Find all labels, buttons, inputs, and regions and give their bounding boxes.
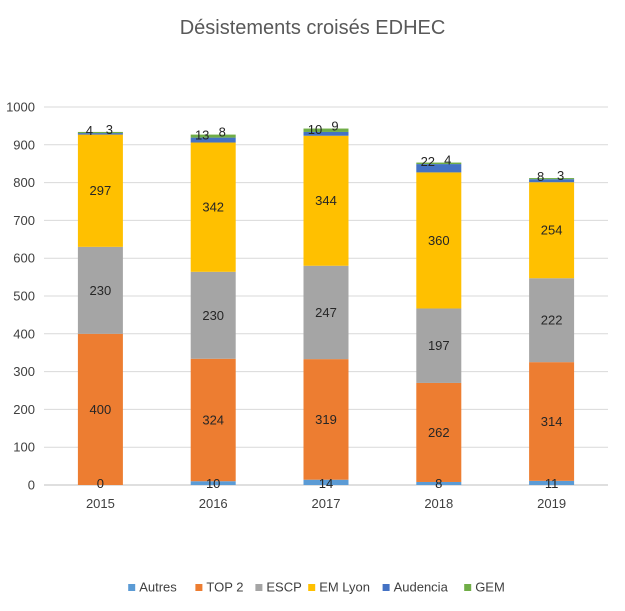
bar-segment bbox=[529, 480, 575, 485]
data-label: 222 bbox=[541, 313, 563, 328]
legend: Autres TOP 2 ESCP EM Lyon Audencia GEM bbox=[128, 580, 505, 595]
y-tick-label: 500 bbox=[13, 289, 35, 304]
bar-segment bbox=[529, 178, 575, 180]
data-label: 10 bbox=[206, 476, 220, 491]
bar-segment bbox=[416, 162, 462, 165]
y-tick-label: 1000 bbox=[6, 100, 35, 115]
bar-segment bbox=[416, 382, 462, 482]
legend-entry: GEM bbox=[475, 580, 505, 595]
legend-swatch bbox=[128, 584, 136, 591]
data-label: 8 bbox=[435, 476, 442, 491]
y-tick-label: 600 bbox=[13, 251, 35, 266]
data-label: 14 bbox=[319, 476, 333, 491]
data-label: 13 bbox=[195, 128, 209, 143]
x-tick-label: 2018 bbox=[424, 496, 453, 511]
legend-entry: Audencia bbox=[394, 580, 449, 595]
bar-segment bbox=[416, 164, 462, 173]
legend-swatch bbox=[255, 584, 263, 591]
data-label: 314 bbox=[541, 414, 563, 429]
x-tick-label: 2015 bbox=[86, 496, 115, 511]
y-tick-label: 400 bbox=[13, 326, 35, 341]
bar-segment bbox=[303, 479, 349, 485]
data-label: 324 bbox=[202, 412, 224, 427]
bar-segment bbox=[77, 246, 123, 334]
bar-segment bbox=[77, 333, 123, 485]
data-label: 3 bbox=[106, 122, 113, 137]
bar-segment bbox=[529, 278, 575, 363]
bar-segment bbox=[190, 134, 236, 138]
data-label: 4 bbox=[444, 153, 451, 168]
legend-swatch bbox=[382, 584, 390, 591]
bar-segment bbox=[303, 131, 349, 136]
x-tick-label: 2017 bbox=[312, 496, 341, 511]
data-label: 11 bbox=[545, 476, 559, 491]
legend-entry: EM Lyon bbox=[319, 580, 370, 595]
data-label: 9 bbox=[331, 119, 338, 134]
legend-entry: Autres bbox=[139, 580, 177, 595]
bar-segment bbox=[190, 481, 236, 485]
x-tick-label: 2016 bbox=[199, 496, 228, 511]
data-label: 400 bbox=[90, 402, 112, 417]
data-label: 3 bbox=[557, 168, 564, 183]
data-label: 8 bbox=[219, 125, 226, 140]
bar-segment bbox=[529, 182, 575, 279]
bar-segment bbox=[190, 137, 236, 143]
bar-segment bbox=[303, 359, 349, 480]
bar-segment bbox=[529, 362, 575, 481]
bar-segment bbox=[77, 133, 123, 135]
y-tick-label: 900 bbox=[13, 137, 35, 152]
data-label: 10 bbox=[308, 122, 322, 137]
legend-entry: ESCP bbox=[266, 580, 301, 595]
y-tick-label: 100 bbox=[13, 440, 35, 455]
data-label: 230 bbox=[202, 308, 224, 323]
y-tick-label: 700 bbox=[13, 213, 35, 228]
data-label: 22 bbox=[421, 154, 435, 169]
bar-segment bbox=[190, 142, 236, 272]
bar-segment bbox=[303, 128, 349, 132]
bar-segment bbox=[190, 271, 236, 359]
bar-segment bbox=[77, 131, 123, 134]
bars bbox=[77, 128, 575, 485]
bar-segment bbox=[416, 308, 462, 383]
x-axis: 2015 2016 2017 2018 2019 bbox=[86, 496, 566, 511]
data-label: 344 bbox=[315, 193, 337, 208]
data-label: 297 bbox=[90, 183, 112, 198]
data-label: 319 bbox=[315, 412, 337, 427]
chart-title: Désistements croisés EDHEC bbox=[180, 17, 446, 39]
bar-segment bbox=[303, 135, 349, 266]
data-label: 197 bbox=[428, 338, 450, 353]
data-label: 262 bbox=[428, 425, 450, 440]
y-tick-label: 800 bbox=[13, 175, 35, 190]
y-tick-label: 0 bbox=[28, 478, 35, 493]
y-tick-label: 200 bbox=[13, 402, 35, 417]
data-label: 4 bbox=[86, 123, 93, 138]
bar-segment bbox=[190, 358, 236, 482]
data-label: 0 bbox=[97, 476, 104, 491]
bar-segment bbox=[416, 481, 462, 485]
bar-segment bbox=[303, 265, 349, 360]
data-label: 8 bbox=[537, 169, 544, 184]
legend-swatch bbox=[308, 584, 316, 591]
bar-segment bbox=[529, 179, 575, 183]
legend-swatch bbox=[464, 584, 472, 591]
bar-segment bbox=[416, 172, 462, 309]
x-tick-label: 2019 bbox=[537, 496, 566, 511]
y-axis: 0 100 200 300 400 500 600 700 800 900 1000 bbox=[6, 100, 35, 493]
legend-swatch bbox=[195, 584, 203, 591]
data-label: 342 bbox=[202, 200, 224, 215]
data-label: 230 bbox=[90, 283, 112, 298]
y-tick-label: 300 bbox=[13, 364, 35, 379]
data-label: 360 bbox=[428, 233, 450, 248]
data-label: 254 bbox=[541, 223, 563, 238]
legend-entry: TOP 2 bbox=[206, 580, 243, 595]
data-label: 247 bbox=[315, 305, 337, 320]
bar-segment bbox=[77, 134, 123, 247]
